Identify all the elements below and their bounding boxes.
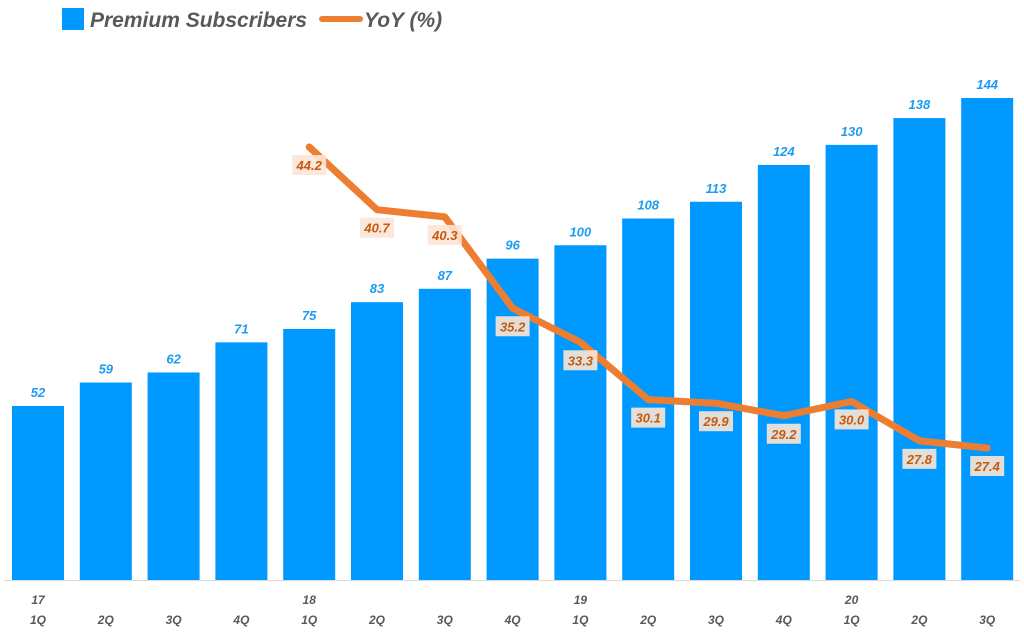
line-data-label: 29.2 bbox=[770, 427, 797, 442]
bar bbox=[283, 328, 336, 580]
bar bbox=[757, 164, 810, 580]
line-data-label: 30.1 bbox=[636, 411, 661, 426]
bar bbox=[12, 405, 64, 580]
x-tick-quarter: 1Q bbox=[301, 613, 318, 627]
line-label-box bbox=[834, 409, 869, 430]
bar-data-label: 87 bbox=[438, 268, 453, 283]
line-label-box bbox=[292, 155, 327, 175]
bar bbox=[418, 288, 471, 580]
line-label-box bbox=[495, 316, 530, 337]
bar bbox=[825, 144, 878, 580]
line-data-label: 27.8 bbox=[906, 452, 933, 467]
line-label-box bbox=[563, 350, 598, 371]
line-label-box bbox=[360, 217, 394, 238]
line-data-label: 44.2 bbox=[296, 158, 323, 173]
x-axis-ticks: 17 1Q 2Q 3Q 4Q 18 1Q 2Q 3Q 4Q 19 1Q 2Q 3Q 4Q 20 1Q 2Q 3Q bbox=[30, 593, 996, 627]
x-tick-year: 17 bbox=[31, 593, 46, 607]
bar-data-label: 71 bbox=[234, 321, 248, 336]
bar-data-label: 75 bbox=[302, 308, 317, 323]
legend: Premium Subscribers YoY (%) bbox=[62, 8, 442, 32]
legend-label-bar: Premium Subscribers bbox=[90, 9, 307, 32]
bar bbox=[215, 342, 268, 580]
x-tick-quarter: 2Q bbox=[368, 613, 386, 627]
legend-label-line: YoY (%) bbox=[364, 9, 442, 32]
line-data-label: 33.3 bbox=[568, 353, 594, 368]
bar bbox=[893, 118, 946, 580]
x-tick-quarter: 3Q bbox=[708, 613, 725, 627]
line-data-label: 27.4 bbox=[974, 459, 1001, 474]
bar bbox=[554, 245, 607, 580]
line-data-label: 40.3 bbox=[431, 228, 458, 243]
x-tick-quarter: 3Q bbox=[166, 613, 183, 627]
x-tick-quarter: 1Q bbox=[572, 613, 589, 627]
line-label-box bbox=[427, 224, 462, 245]
x-tick-quarter: 4Q bbox=[232, 613, 250, 627]
line-data-label: 30.0 bbox=[839, 412, 865, 427]
line-data-label: 29.9 bbox=[702, 414, 729, 429]
line-data-label: 35.2 bbox=[500, 319, 526, 334]
x-tick-quarter: 3Q bbox=[979, 613, 996, 627]
x-tick-quarter: 2Q bbox=[910, 613, 928, 627]
bar-data-label: 138 bbox=[909, 97, 931, 112]
x-tick-quarter: 4Q bbox=[775, 613, 793, 627]
x-tick-quarter: 4Q bbox=[504, 613, 522, 627]
bar-data-label: 59 bbox=[99, 362, 114, 377]
legend-swatch-bar bbox=[62, 8, 84, 30]
line-data-label: 40.7 bbox=[363, 221, 390, 236]
x-tick-year: 18 bbox=[303, 593, 317, 607]
bar bbox=[351, 302, 403, 580]
bar bbox=[79, 382, 132, 580]
bar bbox=[147, 372, 200, 580]
bar-data-label: 113 bbox=[706, 181, 727, 196]
bar bbox=[486, 258, 539, 580]
x-tick-year: 20 bbox=[844, 593, 859, 607]
bar bbox=[690, 201, 742, 580]
line-label-box bbox=[970, 456, 1005, 476]
yoy-line-group: 44.2 40.7 40.3 35.2 33.3 30.1 29.9 29.2 30.0 27.8… bbox=[292, 143, 1005, 476]
yoy-line bbox=[305, 143, 991, 452]
bar-data-label: 83 bbox=[370, 281, 385, 296]
x-tick-quarter: 2Q bbox=[639, 613, 657, 627]
x-tick-year: 19 bbox=[574, 593, 588, 607]
x-tick-quarter: 1Q bbox=[844, 613, 861, 627]
line-label-box bbox=[699, 411, 733, 432]
bar-data-label: 124 bbox=[773, 144, 795, 159]
bars: 52 59 62 71 75 83 87 96 100 108 113 124 130 138 144 bbox=[12, 77, 1014, 580]
bar-data-label: 100 bbox=[570, 224, 592, 239]
bar-data-label: 62 bbox=[166, 351, 181, 366]
bar-data-label: 108 bbox=[637, 198, 659, 213]
x-tick-quarter: 2Q bbox=[97, 613, 115, 627]
line-label-box bbox=[902, 448, 937, 469]
line-label-box bbox=[766, 423, 801, 444]
line-label-box bbox=[631, 407, 666, 428]
bar-data-label: 130 bbox=[841, 124, 863, 139]
x-tick-quarter: 3Q bbox=[437, 613, 454, 627]
bar bbox=[961, 98, 1014, 580]
x-tick-quarter: 1Q bbox=[30, 613, 47, 627]
bar-data-label: 96 bbox=[505, 238, 520, 253]
bar-data-label: 52 bbox=[31, 385, 46, 400]
bar-data-label: 144 bbox=[976, 77, 998, 92]
